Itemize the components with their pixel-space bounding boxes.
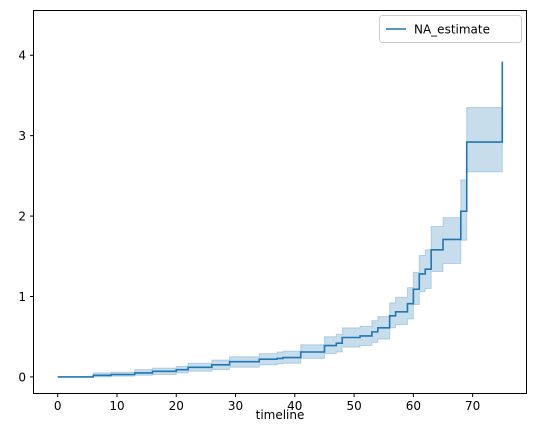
series-line-0 — [58, 62, 503, 377]
legend: NA_estimate — [380, 16, 522, 43]
confidence-bands — [58, 108, 503, 377]
x-tick-label: 60 — [406, 399, 421, 413]
x-tick-label: 10 — [109, 399, 124, 413]
x-tick-label: 0 — [54, 399, 62, 413]
x-tick-label: 30 — [228, 399, 243, 413]
x-axis-label: timeline — [256, 408, 305, 422]
y-tick-label: 0 — [18, 370, 26, 384]
legend-label: NA_estimate — [414, 23, 490, 37]
y-tick-label: 3 — [18, 129, 26, 143]
x-tick-label: 20 — [169, 399, 184, 413]
plot-frame — [34, 11, 527, 394]
x-tick-label: 70 — [465, 399, 480, 413]
y-tick-label: 1 — [18, 290, 26, 304]
y-axis-ticks: 0 1 2 3 4 — [18, 49, 34, 385]
confidence-band-0 — [58, 108, 503, 377]
x-tick-label: 50 — [346, 399, 361, 413]
y-tick-label: 4 — [18, 49, 26, 63]
y-tick-label: 2 — [18, 210, 26, 224]
series-lines — [58, 62, 503, 377]
